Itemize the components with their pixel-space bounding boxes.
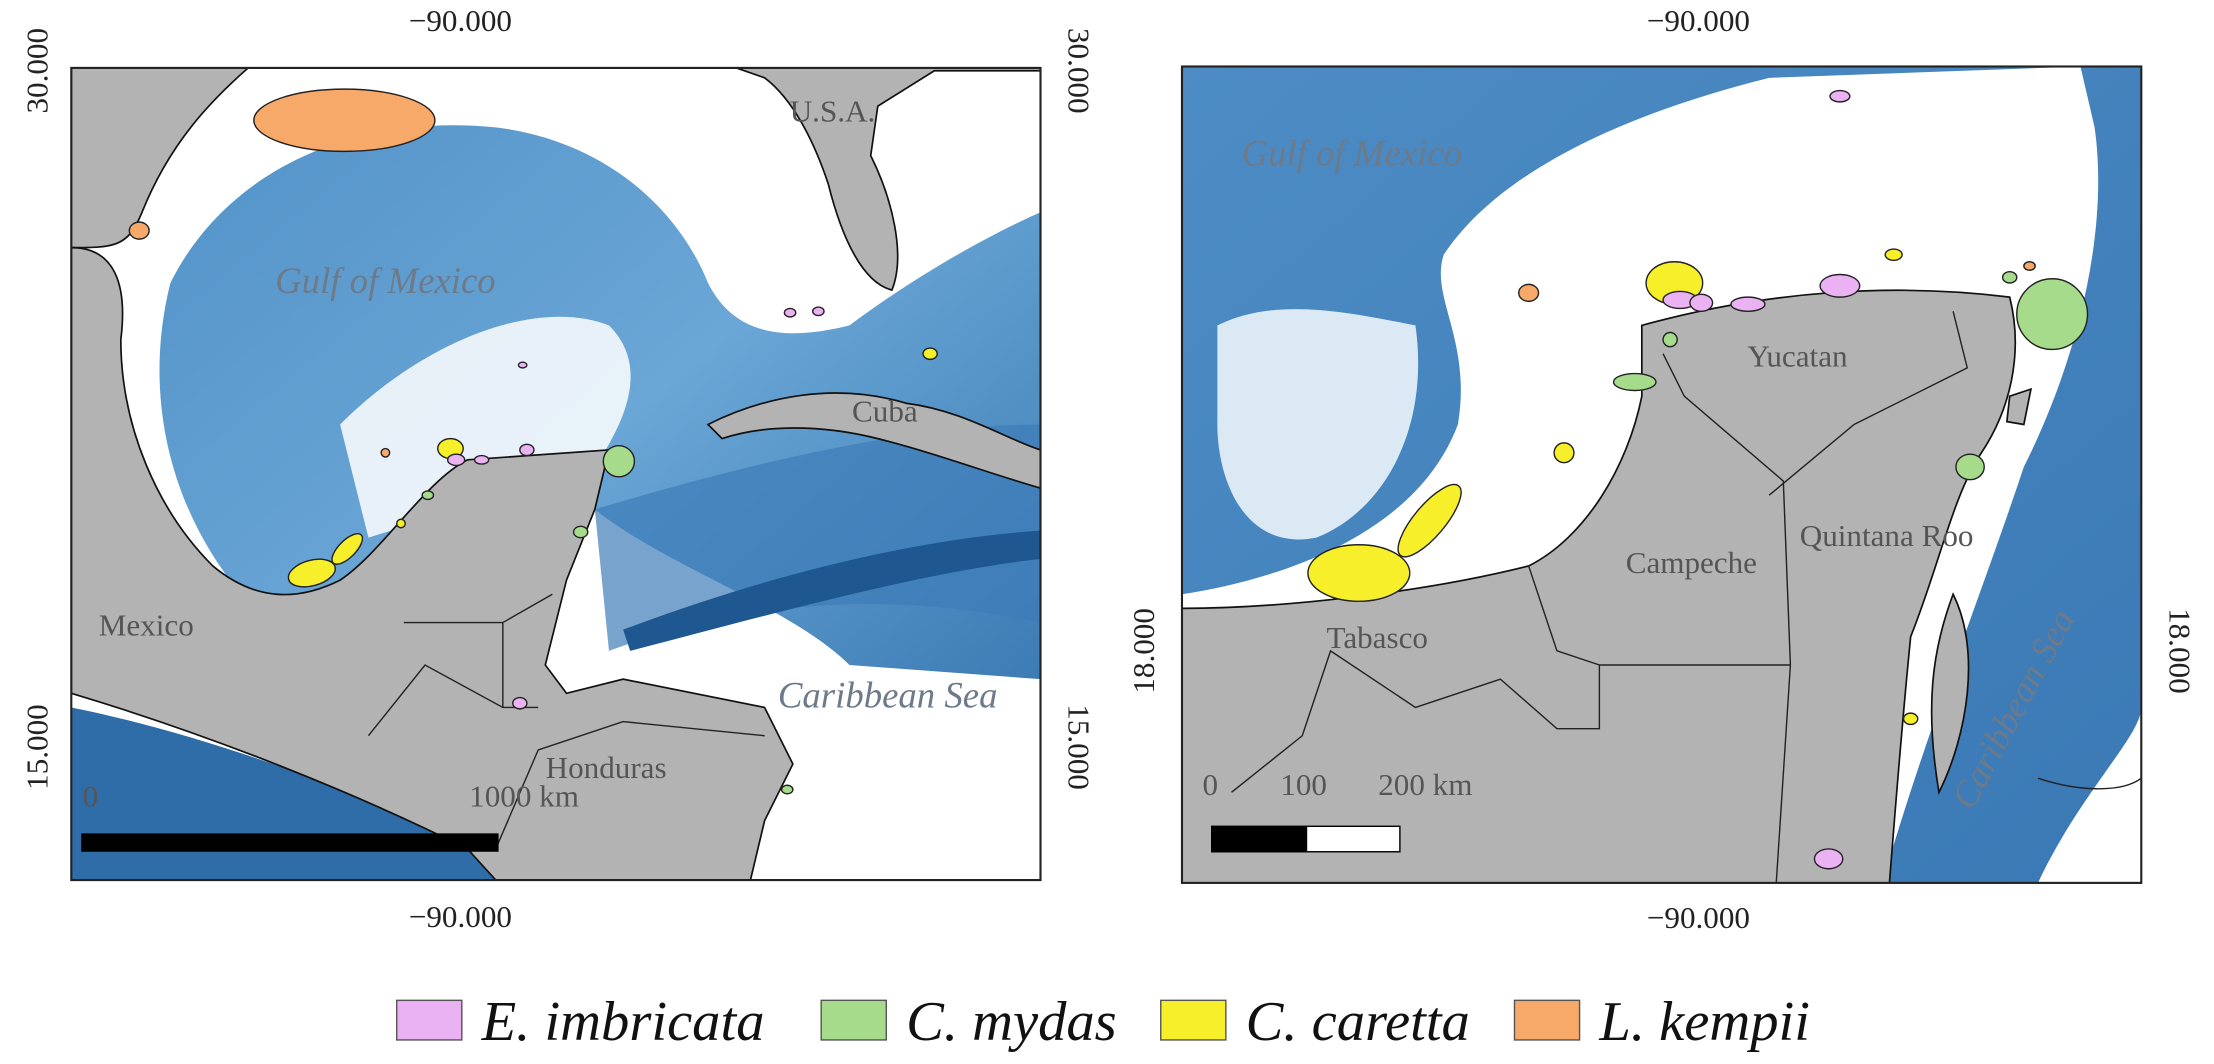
species-range: [287, 558, 337, 588]
scale-bar: [1210, 825, 1308, 853]
species-range: [1884, 248, 1903, 262]
species-range: [473, 454, 490, 465]
species-range: [421, 490, 435, 501]
place-label: Yucatan: [1747, 338, 1848, 373]
lat-tick: 15.000: [19, 704, 54, 790]
border: [367, 593, 765, 850]
species-range: [783, 307, 797, 318]
legend-label: L. kempii: [1598, 991, 1810, 1053]
place-label: Campeche: [1626, 545, 1757, 580]
scale-label: 200 km: [1378, 767, 1472, 802]
place-label: Quintana Roo: [1800, 518, 1974, 553]
legend-swatch: [1513, 999, 1581, 1041]
species-range: [128, 221, 150, 240]
legend: E. imbricata C. mydas C. caretta L. kempii: [396, 991, 1810, 1053]
coast: [2037, 777, 2142, 790]
land-yucatan: [1181, 289, 2016, 883]
scale-label: 100: [1280, 767, 1327, 802]
legend-label: C. mydas: [906, 991, 1117, 1053]
frame: [1180, 65, 2143, 884]
species-ranges: [128, 88, 938, 795]
lat-tick: 18.000: [2163, 608, 2198, 694]
map-panel-1: [71, 67, 1041, 881]
species-range: [1689, 293, 1714, 312]
species-range: [396, 518, 406, 529]
lat-tick: 30.000: [1062, 28, 1097, 114]
frame: [70, 66, 1042, 882]
land-usa: [71, 67, 1041, 292]
species-range: [1955, 453, 1985, 481]
species-range: [253, 88, 436, 153]
species-range: [811, 306, 825, 317]
place-label: Gulf of Mexico: [1242, 133, 1463, 174]
scale-label: 0: [1203, 767, 1219, 802]
legend-swatch: [396, 999, 463, 1041]
deep: [594, 424, 1041, 651]
place-label: U.S.A.: [790, 94, 876, 129]
species-range: [1662, 331, 1678, 348]
legend-swatch: [1160, 999, 1227, 1041]
land-cuba: [706, 392, 1041, 490]
lon-tick: −90.000: [409, 3, 512, 38]
species-range: [519, 443, 535, 457]
place-label: Cuba: [852, 394, 918, 429]
species-range: [1307, 544, 1411, 603]
scale-label: 1000 km: [469, 778, 579, 813]
species-range: [1730, 296, 1766, 312]
species-range: [922, 347, 938, 361]
island: [1930, 592, 1970, 796]
place-label: Honduras: [546, 750, 667, 785]
place-label: Tabasco: [1327, 620, 1428, 655]
place-label: Caribbean Sea: [778, 674, 998, 715]
scale-label: 0: [83, 778, 99, 813]
lat-tick: 18.000: [1126, 608, 1161, 694]
lat-tick: 15.000: [1062, 704, 1097, 790]
species-range: [602, 444, 636, 478]
species-range: [780, 784, 794, 795]
species-range: [1518, 283, 1540, 303]
lon-tick: −90.000: [1647, 3, 1750, 38]
species-range: [1819, 273, 1861, 298]
species-range: [446, 453, 466, 467]
species-ranges: [1307, 89, 2089, 870]
species-range: [2023, 261, 2036, 271]
shelf: [340, 316, 631, 538]
species-range: [1829, 89, 1851, 103]
place-label: Gulf of Mexico: [275, 260, 496, 301]
map-panel-2: [1181, 66, 2142, 883]
species-range: [380, 447, 391, 458]
shelf: [1217, 309, 1419, 540]
species-range: [1813, 848, 1844, 870]
trench: [623, 530, 1041, 651]
species-range: [1397, 483, 1462, 558]
species-range: [2001, 270, 2018, 284]
species-range: [512, 696, 528, 710]
species-range: [1612, 372, 1657, 392]
lat-tick: 30.000: [19, 28, 54, 114]
species-range: [517, 361, 528, 369]
land-mexico: [71, 246, 794, 881]
scale-bar: [81, 833, 499, 852]
scale-bar: [1305, 825, 1401, 853]
legend-label: E. imbricata: [481, 991, 765, 1053]
island: [2005, 387, 2033, 426]
species-range: [1553, 442, 1575, 464]
place-label: Mexico: [99, 607, 194, 642]
lon-tick: −90.000: [1647, 900, 1750, 935]
species-range: [331, 533, 364, 565]
border: [1231, 311, 1969, 883]
legend-label: C. caretta: [1246, 991, 1470, 1053]
species-range: [572, 525, 589, 539]
species-range: [2016, 278, 2089, 351]
legend-swatch: [820, 999, 887, 1041]
lon-tick: −90.000: [409, 899, 512, 934]
land-texas: [71, 67, 250, 249]
species-range: [1902, 712, 1919, 726]
